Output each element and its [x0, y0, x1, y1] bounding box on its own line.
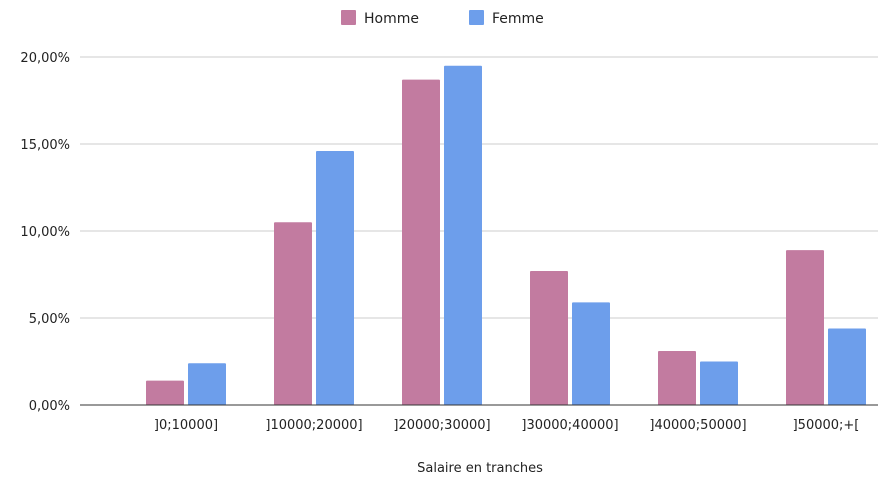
bar-femme-2 [444, 65, 482, 405]
bars [146, 65, 866, 406]
x-tick-label: ]30000;40000] [521, 418, 618, 433]
bar-homme-2 [402, 79, 440, 406]
y-tick-label: 15,00% [20, 138, 70, 153]
x-tick-label: ]50000;+[ [793, 418, 860, 433]
legend-label-homme: Homme [364, 11, 419, 27]
bar-femme-0 [188, 363, 226, 405]
bar-homme-1 [274, 222, 312, 405]
x-tick-label: ]0;10000] [154, 418, 218, 433]
legend-swatch-homme [341, 10, 356, 25]
y-tick-label: 0,00% [29, 399, 70, 414]
legend-swatch-femme [469, 10, 484, 25]
bar-homme-4 [658, 351, 696, 405]
legend: Homme Femme [341, 10, 544, 27]
x-tick-label: ]20000;30000] [393, 418, 490, 433]
x-tick-label: ]10000;20000] [265, 418, 362, 433]
bar-femme-5 [828, 328, 866, 405]
bar-homme-0 [146, 380, 184, 405]
y-tick-label: 10,00% [20, 225, 70, 240]
y-tick-label: 5,00% [29, 312, 70, 327]
bar-homme-5 [786, 250, 824, 405]
legend-label-femme: Femme [492, 11, 544, 27]
legend-item-homme: Homme [341, 10, 419, 27]
y-axis: 0,00% 5,00% 10,00% 15,00% 20,00% [20, 51, 70, 414]
bar-femme-4 [700, 361, 738, 405]
x-axis-title: Salaire en tranches [417, 461, 543, 476]
x-tick-label: ]40000;50000] [649, 418, 746, 433]
legend-item-femme: Femme [469, 10, 544, 27]
x-axis: ]0;10000] ]10000;20000] ]20000;30000] ]3000… [154, 418, 859, 433]
bar-femme-1 [316, 150, 354, 405]
y-tick-label: 20,00% [20, 51, 70, 66]
bar-femme-3 [572, 302, 610, 405]
bar-homme-3 [530, 271, 568, 405]
